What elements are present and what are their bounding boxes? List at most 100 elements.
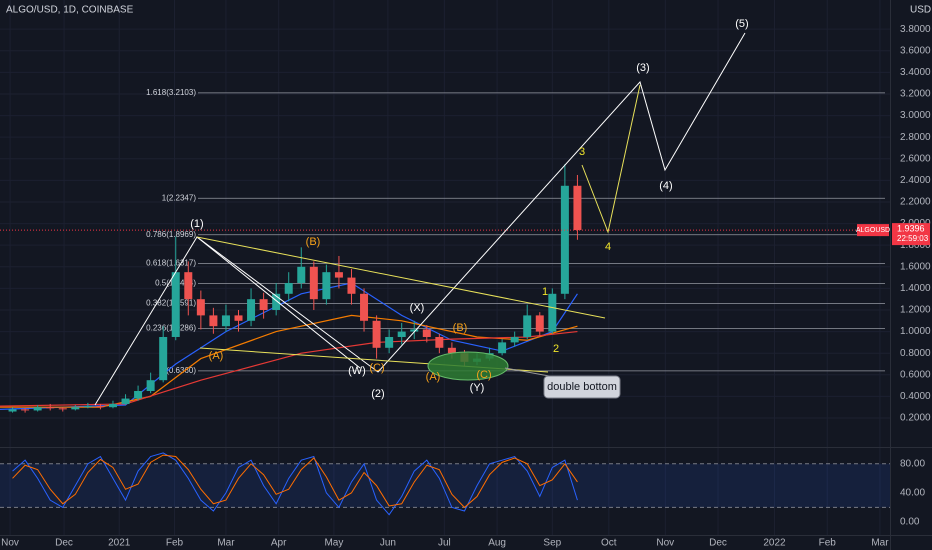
candle-body <box>83 406 92 408</box>
wave-label: 2 <box>553 343 559 355</box>
candle-body <box>523 315 532 337</box>
y-tick-label: 0.4000 <box>900 391 931 402</box>
wave-label: (X) <box>410 302 425 314</box>
x-tick-label: Jun <box>380 538 396 549</box>
double-bottom-marker <box>427 351 509 381</box>
wave-label: (5) <box>735 18 748 30</box>
y-tick-label: 1.6000 <box>900 261 931 272</box>
x-tick-label: Oct <box>601 538 617 549</box>
candle-body <box>535 315 544 332</box>
y-tick-label: 2.8000 <box>900 132 931 143</box>
symbol-tag <box>857 224 889 237</box>
y-tick-label: 2.2000 <box>900 197 931 208</box>
y-tick-label: 3.2000 <box>900 89 931 100</box>
stoch-band <box>0 463 890 508</box>
wave-line <box>196 236 361 369</box>
y-tick-label: 1.0000 <box>900 326 931 337</box>
candle-body <box>498 342 507 354</box>
x-tick-label: May <box>324 538 343 549</box>
wave-label: (4) <box>659 180 672 192</box>
candle-body <box>560 185 569 294</box>
candle-body <box>397 331 406 337</box>
candle-body <box>548 293 557 332</box>
candle-body <box>385 336 394 348</box>
x-tick-label: Sep <box>543 538 561 549</box>
y-tick-label: 2.4000 <box>900 175 931 186</box>
wave-label: (B) <box>453 322 468 334</box>
candle-body <box>510 336 519 343</box>
candle-body <box>284 282 293 294</box>
y-tick-label: 1.8000 <box>900 240 931 251</box>
wave-label: 3 <box>579 146 585 158</box>
wave-label: (1) <box>190 218 203 230</box>
grid <box>0 0 890 535</box>
stoch-tick-label: 40.00 <box>900 488 925 499</box>
candle-body <box>108 403 117 408</box>
x-tick-label: Nov <box>1 538 19 549</box>
stoch-line <box>12 454 578 509</box>
fib-label: 0(0.6360) <box>162 366 197 375</box>
candle-body <box>334 272 343 278</box>
x-tick-label: Nov <box>656 538 674 549</box>
y-tick-label: 1.4000 <box>900 283 931 294</box>
candle-body <box>71 407 80 410</box>
fib-label: 1(2.2347) <box>162 193 197 202</box>
x-tick-label: Mar <box>871 538 889 549</box>
y-tick-label: 0.6000 <box>900 369 931 380</box>
callout-text: double bottom <box>547 381 617 393</box>
candle-body <box>184 272 193 300</box>
candle-body <box>21 409 30 411</box>
candle-body <box>447 347 456 354</box>
x-tick-label: Feb <box>166 538 184 549</box>
currency-label: USD <box>910 5 931 16</box>
candle-body <box>209 315 218 327</box>
candle-body <box>360 293 369 321</box>
symbol-title: ALGO/USD, 1D, COINBASE <box>6 5 134 16</box>
fib-label: 1.618(3.2103) <box>146 88 196 97</box>
fib-label: 0.236(1.0286) <box>146 324 196 333</box>
wave-label: (C) <box>476 369 491 381</box>
candle-body <box>96 406 105 408</box>
fib-label: 0.382(1.2591) <box>146 299 196 308</box>
stochastic-pane <box>0 452 890 516</box>
wave-label: (W) <box>348 365 366 377</box>
candle-body <box>8 409 17 412</box>
x-tick-label: 2022 <box>763 538 786 549</box>
projection-line <box>581 84 641 234</box>
candle-body <box>422 329 431 337</box>
x-tick-label: Aug <box>488 538 506 549</box>
wave-label: (A) <box>209 350 224 362</box>
candle-body <box>196 299 205 316</box>
x-tick-label: Apr <box>271 538 287 549</box>
stoch-line <box>12 452 578 516</box>
x-tick-label: Feb <box>819 538 837 549</box>
wave-label: (Y) <box>470 382 485 394</box>
stoch-tick-label: 80.00 <box>900 458 925 469</box>
price-tag-value: 1.9396 <box>897 223 925 233</box>
candle-body <box>247 299 256 321</box>
symbol-tag-text: ALGOUSD <box>856 227 890 234</box>
x-tick-label: 2021 <box>108 538 131 549</box>
wave-label: (2) <box>371 388 384 400</box>
x-tick-label: Mar <box>217 538 235 549</box>
wave-label: 1 <box>542 286 548 298</box>
candle-body <box>134 390 143 399</box>
wave-label: 4 <box>605 241 611 253</box>
candle-body <box>171 272 180 337</box>
wave-lines <box>94 32 746 406</box>
candle-body <box>347 277 356 294</box>
candle-body <box>33 407 42 411</box>
trend-line <box>196 236 606 319</box>
candle-body <box>46 407 55 409</box>
moving-average <box>0 282 578 410</box>
candle-body <box>146 380 155 391</box>
y-tick-label: 3.6000 <box>900 45 931 56</box>
candle-body <box>272 293 281 310</box>
candle-body <box>259 299 268 310</box>
candle-body <box>435 336 444 348</box>
price-pane: 1.618(3.2103) 1(2.2347) 0.786(1.8969) 0.618… <box>0 88 890 413</box>
y-tick-label: 3.8000 <box>900 24 931 35</box>
candle-body <box>297 266 306 283</box>
